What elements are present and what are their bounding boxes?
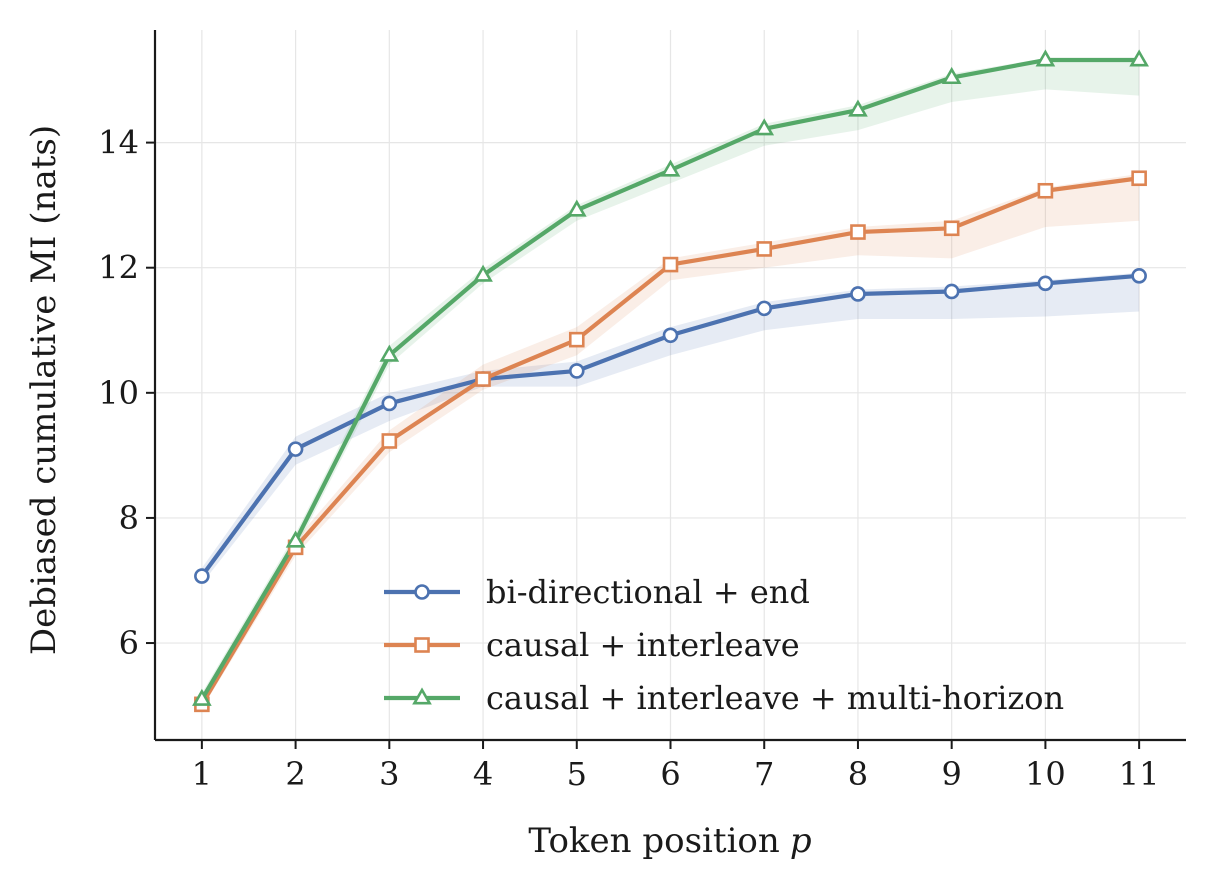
point-causal-interleave-multi-horizon-3: [379, 344, 400, 362]
point-bi-directional-end-7: [756, 300, 773, 317]
x-tick-label-8: 8: [848, 755, 868, 793]
y-tick-label-14: 14: [98, 124, 139, 162]
x-tick-label-2: 2: [285, 755, 305, 793]
point-bi-directional-end-9: [943, 283, 960, 300]
x-tick-label-4: 4: [473, 755, 493, 793]
legend-marker-causal-interleave-multi-horizon: [412, 687, 432, 705]
point-causal-interleave-multi-horizon-5: [566, 199, 587, 217]
point-causal-interleave-5: [568, 331, 585, 348]
point-bi-directional-end-1: [194, 568, 210, 584]
x-tick-label-9: 9: [942, 755, 962, 793]
point-bi-directional-end-10: [1037, 275, 1054, 292]
grid: [155, 30, 1186, 740]
x-tick-label-7: 7: [754, 755, 774, 793]
x-axis-title-text: Token position: [528, 821, 779, 861]
x-tick-label-1: 1: [192, 755, 212, 793]
x-tick-label-10: 10: [1025, 755, 1066, 793]
legend-marker-causal-interleave: [414, 637, 430, 653]
x-tick-label-3: 3: [379, 755, 399, 793]
point-bi-directional-end-6: [662, 327, 679, 344]
point-bi-directional-end-3: [381, 395, 398, 412]
point-bi-directional-end-11: [1131, 268, 1147, 284]
x-tick-label-11: 11: [1119, 755, 1160, 793]
point-bi-directional-end-5: [568, 363, 585, 379]
x-axis-title: Token position p: [528, 821, 811, 861]
y-axis-title: Debiased cumulative MI (nats): [24, 125, 64, 655]
point-causal-interleave-4: [475, 371, 491, 387]
point-bi-directional-end-8: [850, 286, 866, 302]
point-causal-interleave-6: [662, 256, 679, 273]
y-tick-label-10: 10: [98, 374, 139, 412]
point-causal-interleave-multi-horizon-4: [473, 264, 493, 282]
point-causal-interleave-3: [381, 433, 398, 449]
point-causal-interleave-multi-horizon-1: [192, 688, 212, 706]
y-tick-label-6: 6: [119, 624, 139, 662]
x-tick-label-5: 5: [567, 755, 587, 793]
x-axis-title-variable: p: [790, 821, 812, 861]
x-tick-label-6: 6: [660, 755, 680, 793]
point-causal-interleave-9: [943, 220, 960, 237]
legend-marker-bi-directional-end: [414, 584, 430, 600]
point-causal-interleave-11: [1131, 170, 1147, 187]
point-causal-interleave-8: [850, 224, 866, 240]
point-causal-interleave-multi-horizon-11: [1129, 49, 1149, 67]
point-causal-interleave-multi-horizon-9: [941, 66, 962, 85]
legend-label-causal-interleave-multi-horizon: causal + interleave + multi-horizon: [486, 679, 1064, 717]
y-tick-label-12: 12: [98, 249, 139, 287]
point-causal-interleave-multi-horizon-2: [285, 530, 306, 548]
point-causal-interleave-multi-horizon-8: [848, 99, 868, 117]
point-causal-interleave-multi-horizon-10: [1035, 49, 1056, 67]
point-causal-interleave-multi-horizon-6: [660, 159, 681, 177]
point-causal-interleave-7: [756, 241, 773, 257]
y-tick-label-8: 8: [119, 499, 139, 537]
point-causal-interleave-10: [1037, 182, 1054, 199]
point-bi-directional-end-2: [287, 441, 304, 457]
series-markers: [192, 49, 1149, 713]
legend: bi-directional + end causal + interleave c…: [384, 573, 1064, 717]
legend-label-bi-directional-end: bi-directional + end: [486, 573, 810, 611]
legend-label-causal-interleave: causal + interleave: [486, 626, 800, 664]
point-causal-interleave-multi-horizon-7: [754, 118, 775, 136]
